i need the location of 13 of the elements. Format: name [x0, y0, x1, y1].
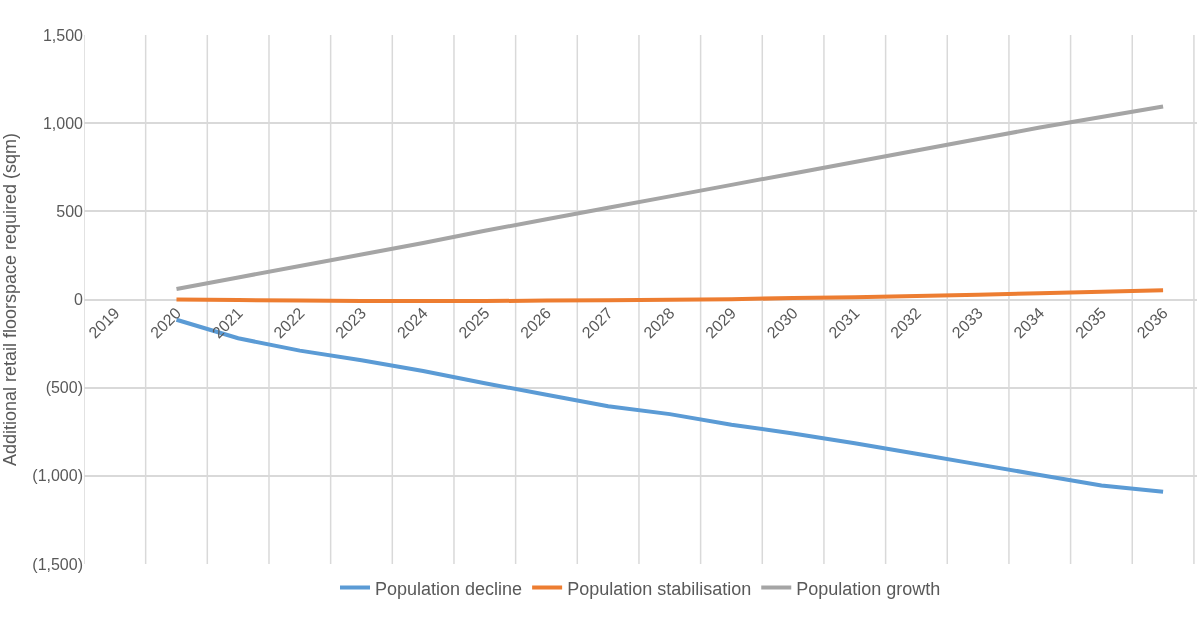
legend-label: Population decline: [375, 578, 523, 599]
line-series: [174, 104, 1166, 291]
y-tick-label: (500): [45, 379, 83, 397]
y-tick-label: 500: [56, 202, 84, 220]
y-axis-title: Additional retail floorspace required (sqm): [0, 132, 20, 467]
line-series: [174, 288, 1166, 304]
y-tick-label: 1,500: [42, 26, 84, 44]
legend-label: Population growth: [796, 578, 941, 599]
y-tick-label: (1,000): [32, 467, 83, 485]
y-tick-label: 0: [74, 291, 84, 309]
y-tick-label: (1,500): [32, 555, 83, 573]
legend-label: Population stabilisation: [567, 578, 752, 599]
y-tick-label: 1,000: [42, 114, 84, 132]
